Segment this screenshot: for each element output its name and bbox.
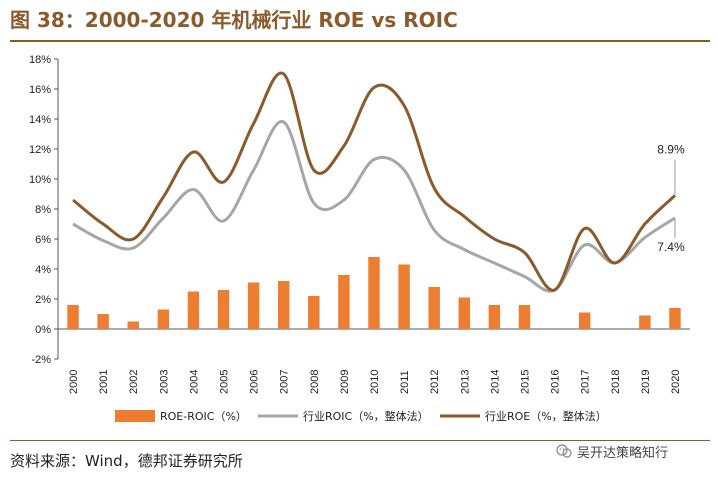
y-tick-label: 6% (35, 234, 51, 246)
y-tick-label: 10% (29, 174, 51, 186)
y-tick-label: -2% (31, 354, 51, 366)
source-note: 资料来源：Wind，德邦证券研究所 (10, 452, 243, 470)
x-tick-label: 2007 (279, 370, 291, 394)
x-tick-label: 2005 (219, 370, 231, 394)
legend-label-roe-roic: ROE-ROIC（%） (160, 410, 247, 423)
x-tick-label: 2015 (519, 370, 531, 394)
x-tick-label: 2020 (670, 370, 682, 394)
x-tick-label: 2012 (429, 370, 441, 394)
x-tick-label: 2014 (489, 370, 501, 394)
bar-roe-roic (488, 305, 501, 329)
annotation-roic-2020: 7.4% (657, 240, 685, 254)
annotation-roe-2020: 8.9% (657, 143, 685, 157)
line-industry-roic (72, 120, 676, 293)
bar-roe-roic (217, 290, 230, 329)
y-tick-label: 16% (29, 84, 51, 96)
bar-roe-roic (639, 315, 651, 329)
wechat-account-name: 吴开达策略知行 (577, 445, 669, 461)
legend-label-roic: 行业ROIC（%，整体法） (303, 409, 429, 423)
bar-roe-roic (518, 305, 531, 329)
bar-roe-roic (368, 257, 380, 329)
y-tick-label: 8% (35, 204, 51, 216)
bar-roe-roic (338, 275, 350, 329)
bar-roe-roic (157, 309, 170, 329)
bar-roe-roic (127, 321, 139, 329)
bar-roe-roic (187, 291, 200, 329)
x-tick-label: 2003 (158, 370, 170, 394)
line-industry-roe (72, 71, 676, 292)
y-tick-label: 18% (29, 54, 51, 66)
y-tick-label: 4% (35, 264, 51, 276)
x-tick-label: 2004 (188, 370, 200, 394)
x-tick-label: 2011 (399, 370, 411, 394)
wechat-watermark: 吴开达策略知行 (556, 440, 668, 462)
combo-chart: -2% 0% 2% 4% 6% 8% 10% 12% 14% 16% 18% 8.9% 7.4% 2000… (29, 54, 690, 423)
wechat-icon (556, 444, 572, 458)
bar-roe-roic (97, 314, 109, 329)
x-tick-label: 2013 (459, 370, 471, 394)
x-tick-label: 2000 (68, 370, 80, 394)
legend-label-roe: 行业ROE（%，整体法） (485, 409, 607, 423)
bar-roe-roic (247, 282, 260, 329)
x-tick-label: 2019 (640, 370, 652, 394)
x-tick-label: 2008 (309, 370, 321, 394)
bar-roe-roic (308, 296, 320, 329)
bar-roe-roic (67, 305, 79, 329)
chart-title: 图 38：2000-2020 年机械行业 ROE vs ROIC (10, 8, 458, 32)
x-tick-label: 2018 (610, 370, 622, 394)
x-tick-label: 2016 (550, 370, 562, 394)
bar-roe-roic (428, 287, 440, 329)
bar-roe-roic (277, 281, 290, 329)
y-tick-label: 2% (35, 294, 51, 306)
y-tick-label: 12% (29, 144, 51, 156)
title-divider (10, 40, 710, 42)
bar-roe-roic (669, 308, 681, 329)
x-tick-label: 2017 (580, 370, 592, 394)
bar-roe-roic (398, 264, 410, 329)
x-tick-label: 2009 (339, 370, 351, 394)
legend-swatch-roe-roic (115, 410, 155, 422)
footer-divider (10, 440, 710, 441)
bar-roe-roic (458, 297, 471, 329)
x-tick-label: 2002 (128, 370, 140, 394)
bar-roe-roic (578, 312, 591, 329)
x-tick-label: 2001 (98, 370, 110, 394)
y-tick-label: 0% (35, 324, 51, 336)
x-tick-label: 2006 (249, 370, 261, 394)
y-tick-label: 14% (29, 114, 51, 126)
x-tick-label: 2010 (369, 370, 381, 394)
